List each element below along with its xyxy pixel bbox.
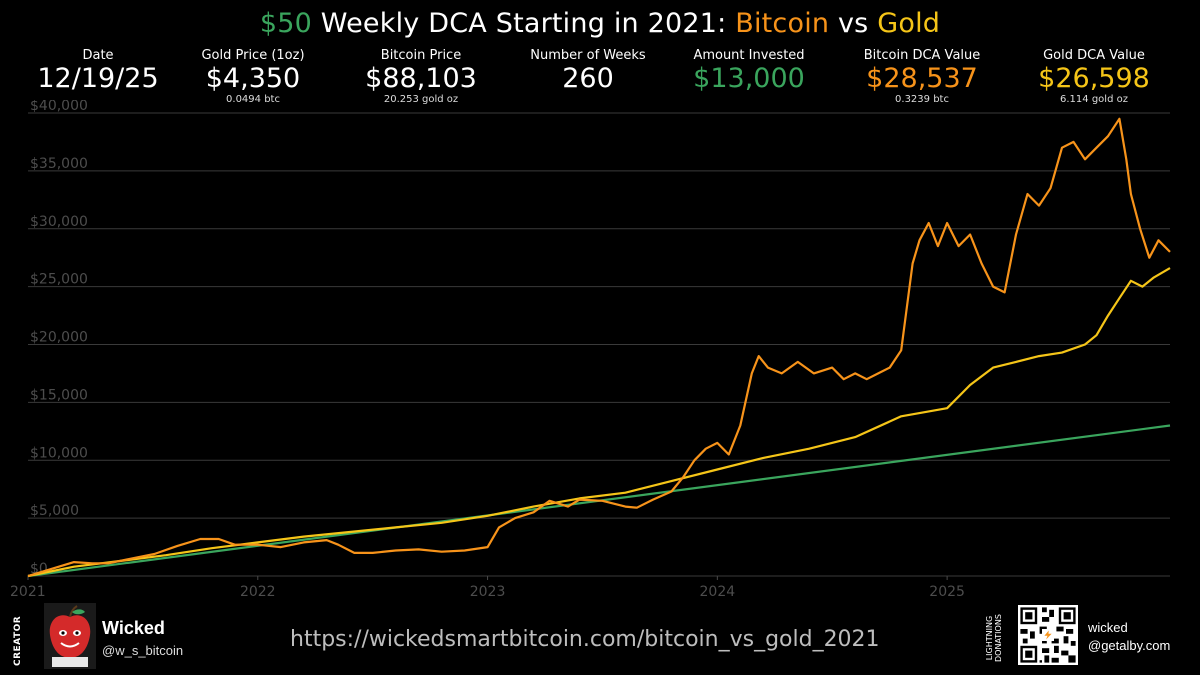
y-tick-label: $20,000: [30, 330, 88, 346]
y-tick-label: $5,000: [30, 503, 79, 519]
stat-label: Gold DCA Value: [1043, 48, 1145, 63]
x-tick-label: 2022: [240, 584, 276, 600]
stat-value: $26,598: [1038, 63, 1150, 94]
x-tick-label: 2025: [929, 584, 965, 600]
website-url[interactable]: https://wickedsmartbitcoin.com/bitcoin_v…: [290, 627, 880, 652]
stat-sub: 6.114 gold oz: [1060, 94, 1128, 105]
stat-value: 12/19/25: [37, 63, 159, 94]
stat-number-of-weeks: Number of Weeks 260: [530, 48, 645, 94]
title-amount: $50: [259, 8, 313, 39]
title-bitcoin: Bitcoin: [735, 8, 830, 39]
stat-amount-invested: Amount Invested $13,000: [693, 48, 805, 94]
stat-sub: 20.253 gold oz: [383, 94, 459, 105]
y-tick-label: $10,000: [30, 445, 88, 461]
title-vs: vs: [829, 8, 878, 39]
donations-line-1: LIGHTNING: [985, 615, 994, 661]
stat-value: 260: [562, 63, 614, 94]
chart-title: $50 Weekly DCA Starting in 2021: Bitcoin…: [0, 8, 1200, 39]
stat-label: Amount Invested: [693, 48, 805, 63]
lightning-donations-label: LIGHTNING DONATIONS: [985, 614, 1003, 662]
x-tick-label: 2023: [470, 584, 506, 600]
stat-label: Number of Weeks: [530, 48, 646, 63]
dca-line-chart: $0$5,000$10,000$15,000$20,000$25,000$30,…: [10, 100, 1171, 600]
stat-value: $88,103: [365, 63, 477, 94]
bitcoin-dca-value-line: [27, 117, 1171, 578]
stat-sub: 0.3239 btc: [895, 94, 949, 105]
stat-value: $13,000: [693, 63, 805, 94]
y-tick-label: $25,000: [30, 272, 88, 288]
gold-dca-value-line: [27, 267, 1171, 578]
stat-value: $4,350: [205, 63, 301, 94]
lightning-address[interactable]: @getalby.com: [1088, 638, 1171, 653]
apple-avatar-icon: [44, 603, 96, 669]
stats-bar: Date 12/19/25 Gold Price (1oz) $4,350 0.…: [0, 48, 1200, 108]
stat-label: Gold Price (1oz): [201, 48, 305, 63]
stat-label: Date: [82, 48, 114, 63]
stat-bitcoin-price: Bitcoin Price $88,103 20.253 gold oz: [365, 48, 477, 106]
stat-label: Bitcoin DCA Value: [863, 48, 981, 63]
donations-line-2: DONATIONS: [994, 614, 1003, 662]
stat-sub: 0.0494 btc: [226, 94, 280, 105]
y-tick-label: $35,000: [30, 156, 88, 172]
qr-code-icon[interactable]: [1018, 605, 1078, 665]
stat-date: Date 12/19/25: [37, 48, 158, 94]
x-tick-label: 2021: [10, 584, 46, 600]
stat-label: Bitcoin Price: [380, 48, 462, 63]
y-tick-label: $30,000: [30, 214, 88, 230]
title-middle: Weekly DCA Starting in 2021:: [312, 8, 736, 39]
stat-value: $28,537: [866, 63, 978, 94]
creator-label: CREATOR: [13, 615, 23, 666]
creator-handle[interactable]: @w_s_bitcoin: [102, 643, 184, 658]
creator-name: Wicked: [102, 618, 165, 638]
stat-bitcoin-dca-value: Bitcoin DCA Value $28,537 0.3239 btc: [864, 48, 981, 106]
y-tick-label: $40,000: [30, 100, 88, 114]
lightning-name: wicked: [1088, 620, 1128, 635]
stat-gold-dca-value: Gold DCA Value $26,598 6.114 gold oz: [1038, 48, 1150, 106]
title-gold: Gold: [877, 8, 941, 39]
y-tick-label: $15,000: [30, 387, 88, 403]
stat-gold-price: Gold Price (1oz) $4,350 0.0494 btc: [201, 48, 304, 106]
x-tick-label: 2024: [700, 584, 736, 600]
